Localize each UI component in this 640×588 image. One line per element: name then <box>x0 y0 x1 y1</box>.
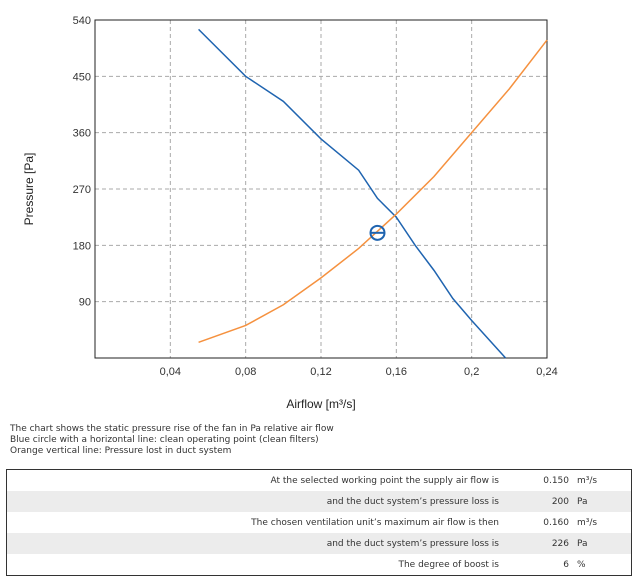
x-tick-label: 0,16 <box>386 366 407 378</box>
result-value: 226 <box>551 538 569 549</box>
note-line: The chart shows the static pressure rise… <box>10 424 334 434</box>
results-table: At the selected working point the supply… <box>6 469 632 576</box>
result-unit: m³/s <box>577 517 598 528</box>
x-tick-label: 0,24 <box>536 366 557 378</box>
result-unit: % <box>577 559 586 570</box>
result-value: 200 <box>551 496 569 507</box>
y-axis-label: Pressure [Pa] <box>22 153 36 226</box>
x-axis-label: Airflow [m³/s] <box>286 397 355 411</box>
x-tick-label: 0,04 <box>160 366 181 378</box>
y-tick-label: 540 <box>73 15 91 27</box>
y-tick-label: 180 <box>73 240 91 252</box>
y-tick-label: 90 <box>79 297 91 309</box>
y-tick-label: 450 <box>73 71 91 83</box>
result-label: The chosen ventilation unit’s maximum ai… <box>251 517 499 528</box>
note-line: Orange vertical line: Pressure lost in d… <box>10 446 232 456</box>
y-tick-label: 360 <box>73 128 91 140</box>
result-unit: Pa <box>577 496 588 507</box>
x-tick-label: 0,2 <box>464 366 479 378</box>
table-row: and the duct system’s pressure loss is 22… <box>6 533 632 554</box>
x-tick-label: 0,08 <box>235 366 256 378</box>
y-tick-label: 270 <box>73 184 91 196</box>
result-label: and the duct system’s pressure loss is <box>326 538 499 549</box>
fan-curve-line <box>198 28 507 359</box>
table-row: The chosen ventilation unit’s maximum ai… <box>7 512 632 533</box>
pressure-airflow-chart: 0,04 0,08 0,12 0,16 0,2 0,24 90 180 270 360 450 540… <box>22 15 558 411</box>
chart-notes: The chart shows the static pressure rise… <box>10 424 334 457</box>
result-value: 0.150 <box>543 475 569 486</box>
table-row: At the selected working point the supply… <box>7 470 632 492</box>
result-value: 0.160 <box>543 517 569 528</box>
result-label: and the duct system’s pressure loss is <box>326 496 499 507</box>
duct-loss-curve-line <box>198 39 548 344</box>
result-label: The degree of boost is <box>398 559 499 570</box>
note-line: Blue circle with a horizontal line: clea… <box>10 435 319 445</box>
result-unit: Pa <box>577 538 588 549</box>
result-value: 6 <box>563 559 569 570</box>
result-label: At the selected working point the supply… <box>270 475 499 486</box>
x-tick-label: 0,12 <box>310 366 331 378</box>
table-row: The degree of boost is 6% <box>7 554 632 576</box>
result-unit: m³/s <box>577 475 598 486</box>
table-row: and the duct system’s pressure loss is 20… <box>6 491 632 512</box>
plot-frame <box>94 19 548 359</box>
